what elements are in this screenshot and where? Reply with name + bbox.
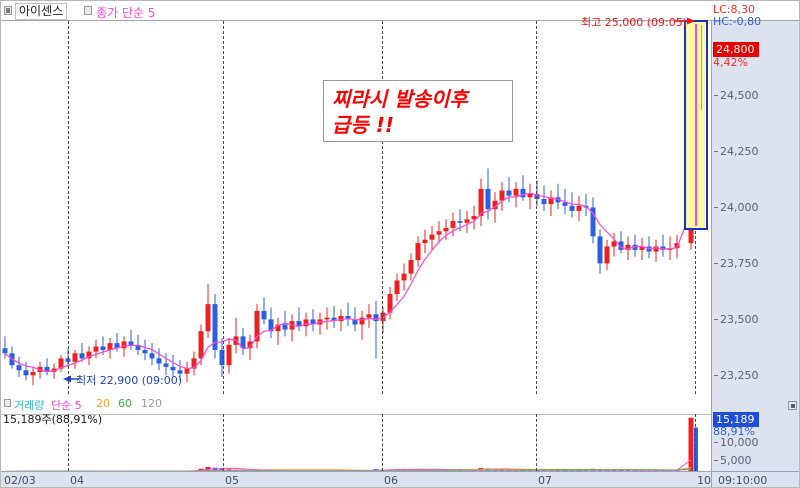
today-session-highlight xyxy=(684,20,708,230)
time-axis-tick: 10 xyxy=(697,474,711,487)
indicator-collapse-icon[interactable] xyxy=(84,6,92,15)
price-axis[interactable]: 24,50024,25024,00023,75023,50023,25023,0… xyxy=(711,21,799,438)
volume-chart-plot[interactable] xyxy=(1,414,711,471)
stock-name-label[interactable]: 아이센스 xyxy=(15,3,68,20)
volume-title-label: 거래량 xyxy=(14,399,45,412)
panel-collapse-icon[interactable] xyxy=(4,6,12,15)
volume-ma120-label: 120 xyxy=(141,397,162,410)
current-time-label: 09:10:00 xyxy=(718,474,768,487)
current-price-badge: 24,800 xyxy=(713,42,759,57)
price-axis-tick: 23,750 xyxy=(714,257,759,270)
session-high-annotation: 최고 25,000 (09:05) xyxy=(581,16,688,29)
today-intraday-range xyxy=(695,24,697,226)
price-axis-tick: 24,500 xyxy=(714,89,759,102)
current-volume-pct-label: 88,91% xyxy=(713,425,755,438)
callout-annotation-box[interactable]: 찌라시 발송이후 급등 !! xyxy=(323,80,513,142)
volume-axis-tick: 5,000 xyxy=(714,454,752,467)
price-chart-plot[interactable] xyxy=(1,21,711,394)
price-axis-tick: 23,500 xyxy=(714,313,759,326)
price-axis-tick: 23,250 xyxy=(714,369,759,382)
volume-ma60-label: 60 xyxy=(118,397,132,410)
volume-ma5-label: 단순 5 xyxy=(51,399,82,412)
time-axis-tick: 04 xyxy=(70,474,84,487)
current-change-pct-label: 4,42% xyxy=(713,56,748,69)
candlestick-series xyxy=(2,29,694,386)
price-axis-tick: 24,000 xyxy=(714,201,759,214)
time-axis-tick: 07 xyxy=(538,474,552,487)
volume-panel-menu-icon[interactable] xyxy=(788,401,797,410)
lc-indicator-label: LC:8,30 xyxy=(713,3,756,16)
volume-header: 거래량 단순 5 20 60 120 xyxy=(1,396,711,414)
current-volume-badge: 15,189 xyxy=(713,412,759,427)
hc-indicator-label: HC:-0,80 xyxy=(713,15,762,28)
time-axis-tick: 05 xyxy=(225,474,239,487)
time-axis[interactable]: 02/03 04 05 06 07 10 09:10:00 xyxy=(1,471,799,487)
volume-readout-label: 15,189주(88,91%) xyxy=(3,413,103,426)
volume-collapse-icon[interactable] xyxy=(4,399,11,407)
today-high-wick xyxy=(701,25,702,110)
session-low-arrow-icon xyxy=(63,375,79,383)
session-low-annotation: 최저 22,900 (09:00) xyxy=(76,374,183,387)
volume-ma20-label: 20 xyxy=(96,397,110,410)
session-high-arrow-icon xyxy=(675,17,695,25)
time-axis-tick: 02/03 xyxy=(4,474,36,487)
chart-header: 아이센스 종가 단순 5 xyxy=(1,1,799,21)
volume-axis-tick: 10,000 xyxy=(714,436,759,449)
price-axis-tick: 24,250 xyxy=(714,145,759,158)
time-axis-tick: 06 xyxy=(384,474,398,487)
callout-annotation-text: 찌라시 발송이후 급등 !! xyxy=(332,87,468,137)
volume-series xyxy=(5,417,698,471)
price-ma-legend: 종가 단순 5 xyxy=(96,6,156,20)
axis-divider xyxy=(711,472,712,487)
